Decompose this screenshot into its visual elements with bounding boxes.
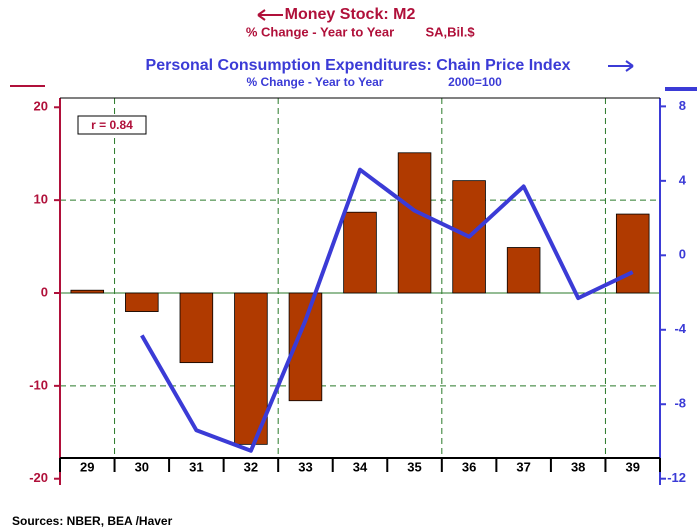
series-0-subtitle: % Change - Year to Year — [246, 24, 394, 39]
y2-tick-label: 8 — [679, 98, 686, 113]
y-tick-label: 0 — [41, 284, 48, 299]
y-tick-label: 20 — [34, 99, 48, 114]
series-0-title: Money Stock: M2 — [285, 6, 416, 23]
arrow-left — [257, 9, 283, 21]
bar — [343, 211, 377, 294]
x-tick-label: 32 — [244, 459, 258, 474]
x-tick-label: 36 — [462, 459, 476, 474]
x-tick-label: 31 — [189, 459, 203, 474]
series-0-note: SA,Bil.$ — [425, 24, 475, 39]
line-series — [140, 167, 634, 453]
x-tick-label: 38 — [571, 459, 585, 474]
x-tick-label: 39 — [625, 459, 639, 474]
y2-tick-label: -8 — [674, 396, 686, 411]
y2-tick-label: -12 — [667, 470, 686, 485]
bar — [506, 247, 541, 294]
x-tick-label: 33 — [298, 459, 312, 474]
x-tick-label: 37 — [516, 459, 530, 474]
bar — [179, 292, 214, 364]
x-tick-label: 34 — [353, 459, 368, 474]
y2-tick-label: -4 — [674, 321, 686, 336]
source: Sources: NBER, BEA /Haver — [12, 514, 173, 528]
bar — [397, 152, 432, 294]
bar — [234, 292, 268, 445]
x-tick-label: 30 — [135, 459, 149, 474]
bar — [70, 289, 105, 294]
y2-tick-label: 0 — [679, 247, 686, 262]
series-1-subtitle: % Change - Year to Year — [247, 75, 384, 89]
y-tick-label: 10 — [34, 192, 48, 207]
series-1-title: Personal Consumption Expenditures: Chain… — [146, 57, 571, 74]
y-tick-label: -20 — [29, 470, 48, 485]
x-tick-label: 35 — [407, 459, 421, 474]
bar — [615, 213, 650, 294]
arrow-right — [608, 60, 634, 72]
y-tick-label: -10 — [29, 377, 48, 392]
bar — [125, 292, 159, 312]
series-1-note: 2000=100 — [448, 75, 502, 89]
annotation-box — [77, 115, 147, 135]
x-tick-label: 29 — [80, 459, 94, 474]
annotation: r = 0.84 — [91, 118, 133, 132]
y2-tick-label: 4 — [679, 172, 687, 187]
